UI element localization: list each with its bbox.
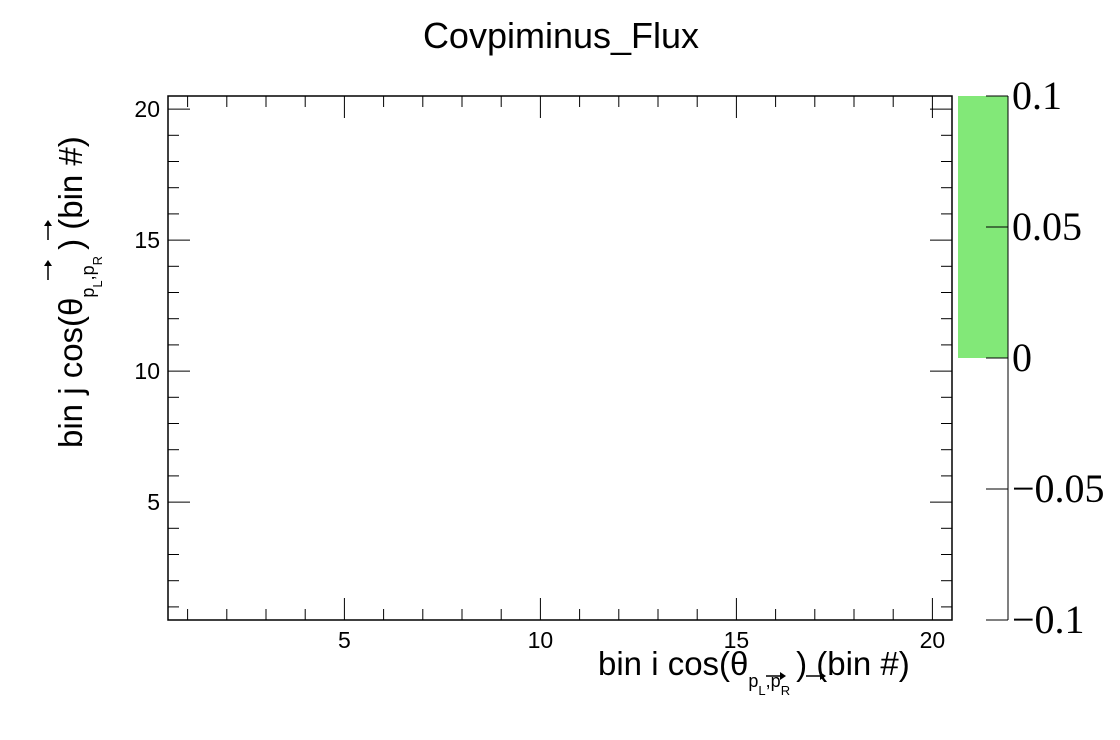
palette-tick-label: 0.05 <box>1012 204 1082 249</box>
y-axis-title-sub-p1: p <box>78 288 98 298</box>
y-tick-label: 20 <box>134 96 160 122</box>
y-axis-ticks <box>168 108 952 608</box>
x-axis-title-sub-p2: p <box>771 671 781 691</box>
y-axis-title-prefix: bin j cos(θ <box>52 298 89 448</box>
x-axis-title: bin i cos(θpL,pR) (bin #) <box>598 645 910 698</box>
y-axis-title-arrowhead-1 <box>44 260 52 266</box>
y-axis-tick-labels: 5 10 15 20 <box>134 96 160 515</box>
palette-axis-ticks <box>986 95 1008 621</box>
y-axis-title-sub-p2: p <box>78 265 98 275</box>
title-box: Covpiminus_Flux <box>388 8 734 64</box>
palette-tick-label: 0.1 <box>1012 73 1062 118</box>
x-axis-title-arrowhead-1 <box>780 672 786 680</box>
chart-title: Covpiminus_Flux <box>422 15 700 56</box>
svg-text:bin i cos(θpL,pR) (bin #): bin i cos(θpL,pR) (bin #) <box>598 645 910 698</box>
x-axis-tick-labels: 5 10 15 20 <box>338 627 945 653</box>
y-axis-title-suffix: ) (bin #) <box>52 136 89 250</box>
y-axis-title: bin j cos(θpL,pR) (bin #) <box>44 136 105 448</box>
x-axis-title-prefix: bin i cos(θ <box>598 645 748 682</box>
palette-tick-label: 0 <box>1012 335 1032 380</box>
x-axis-title-arrowhead-2 <box>820 672 826 680</box>
y-axis-title-sub-l: L <box>90 280 105 287</box>
x-axis-ticks <box>187 96 933 620</box>
x-tick-label: 5 <box>338 627 351 653</box>
plot-frame <box>167 95 953 621</box>
palette-tick-label: −0.1 <box>1012 597 1085 642</box>
palette-tick-label: −0.05 <box>1012 466 1105 511</box>
x-tick-label: 15 <box>724 627 750 653</box>
palette-axis-tick-labels: 0.1 0.05 0 −0.05 −0.1 <box>1012 73 1105 642</box>
y-axis-title-arrowhead-2 <box>44 220 52 226</box>
x-axis-title-sub-sep: , <box>766 671 771 691</box>
x-axis-title-sub-r: R <box>781 683 790 698</box>
x-axis-title-sub-l: L <box>758 683 765 698</box>
y-tick-label: 15 <box>134 227 160 253</box>
y-tick-label: 5 <box>147 489 160 515</box>
y-tick-label: 10 <box>134 358 160 384</box>
y-axis-title-sub-sep: , <box>78 275 98 280</box>
svg-text:bin j cos(θpL,pR) (bin #): bin j cos(θpL,pR) (bin #) <box>52 136 105 448</box>
x-tick-label: 20 <box>920 627 946 653</box>
x-axis-title-sub-p1: p <box>748 671 758 691</box>
x-tick-label: 10 <box>528 627 554 653</box>
y-axis-title-sub-r: R <box>90 256 105 265</box>
